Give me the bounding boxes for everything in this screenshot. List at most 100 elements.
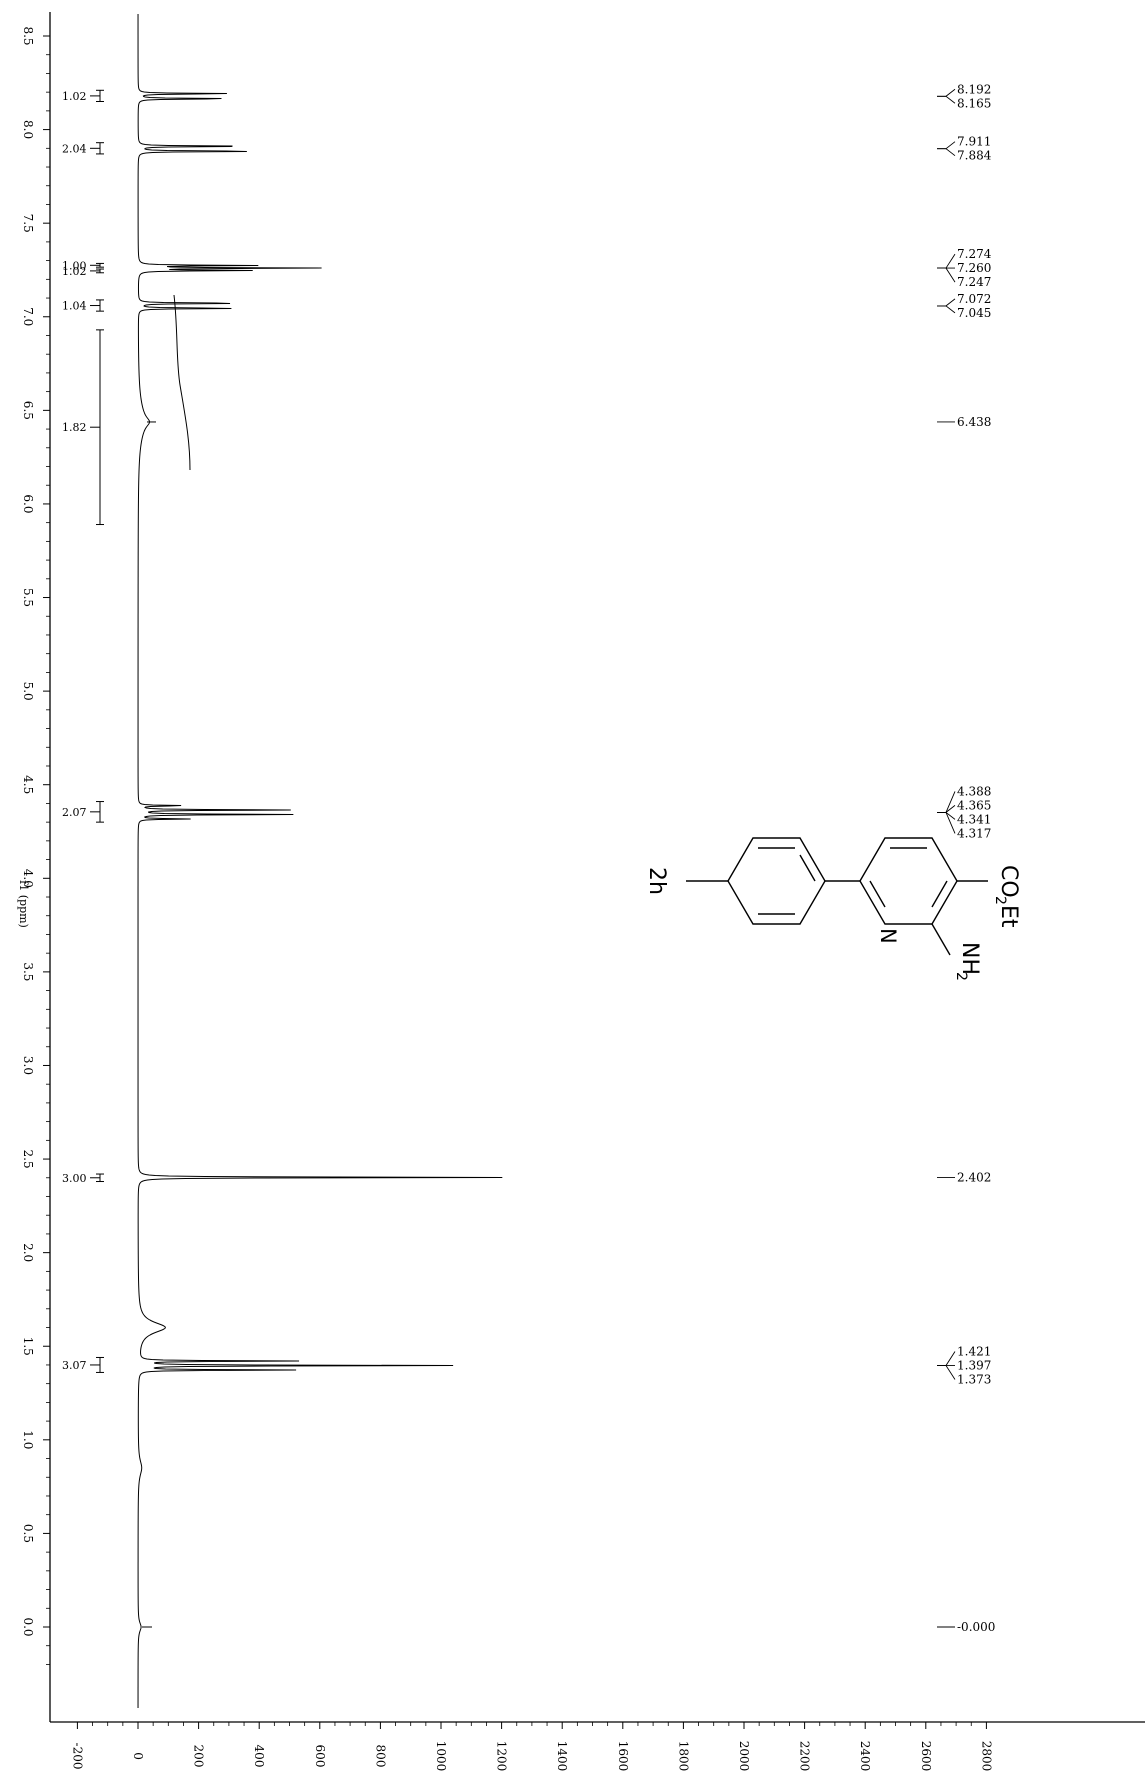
intensity-tick-label: 1400	[555, 1741, 569, 1772]
peak-label: 1.373	[957, 1373, 991, 1387]
integral-marker: 3.00	[62, 1172, 104, 1185]
ppm-tick-label: 3.5	[21, 962, 35, 981]
ppm-tick-label: 8.0	[21, 120, 35, 139]
peak-label: 4.317	[957, 826, 991, 840]
peak-label-leader	[937, 95, 956, 104]
ppm-tick-label: 5.0	[21, 682, 35, 701]
integral-marker: 1.04	[62, 299, 104, 313]
peak-label-leader	[937, 305, 956, 314]
axes-group	[49, 12, 1145, 1723]
amine-nh-text: NH	[957, 942, 982, 975]
peak-label-group: -0.000	[937, 1620, 995, 1634]
integral-curve-group	[142, 294, 191, 1628]
peak-label: 6.438	[957, 415, 991, 429]
peak-label: 4.365	[957, 798, 991, 812]
benzene-ring	[727, 837, 826, 925]
spectrum-trace	[137, 14, 503, 1708]
integral-value: 2.07	[62, 806, 87, 819]
ester-subscript: 2	[992, 896, 1008, 905]
pyridine-double-bond	[869, 880, 886, 908]
integral-value: 3.00	[62, 1172, 87, 1185]
ppm-tick-label: 2.5	[21, 1150, 35, 1169]
ppm-tick-label: 7.0	[21, 307, 35, 326]
peak-label: 2.402	[957, 1170, 991, 1184]
integral-value: 3.07	[62, 1359, 87, 1372]
peak-label: 7.072	[957, 292, 991, 306]
ppm-tick-label: 3.0	[21, 1056, 35, 1075]
intensity-tick-label: 2000	[737, 1741, 751, 1772]
peak-label-group: 2.402	[937, 1170, 991, 1184]
intensity-tick-label: 1600	[616, 1741, 630, 1772]
intensity-tick-label: 200	[192, 1745, 206, 1768]
peak-label: 7.911	[957, 135, 991, 149]
integral-value: 1.04	[62, 300, 87, 313]
integral-marker: 1.02	[62, 89, 104, 103]
peak-label-leader	[937, 267, 956, 283]
ester-co-text: CO	[996, 865, 1021, 898]
peak-label-leader	[937, 1365, 956, 1380]
ppm-tick-label: 4.0	[21, 869, 35, 888]
intensity-tick-label: 2600	[919, 1741, 933, 1772]
peak-label: 7.884	[957, 149, 992, 163]
compound-labels: 2h N CO 2 Et NH 2	[644, 865, 1021, 981]
peak-label-leader	[937, 298, 956, 307]
ppm-tick-label: 6.0	[21, 494, 35, 513]
intensity-tick-label: 2400	[858, 1741, 872, 1772]
integral-marker: 3.07	[62, 1356, 104, 1373]
intensity-tick-label: -200	[70, 1743, 84, 1770]
ppm-axis-title: f1 (ppm)	[17, 880, 30, 928]
ppm-ticks-group: 8.5 8.0 7.5 7.0 6.5 6.0 5.5 5.0 4.5 4.0 3.5 3.0 2.5 2…	[21, 26, 50, 1665]
ppm-tick-label: 8.5	[21, 26, 35, 45]
pyridine-double-bond	[931, 880, 948, 908]
intensity-tick-label: 600	[313, 1745, 327, 1768]
intensity-tick-label: 1800	[676, 1741, 690, 1772]
integral-marker: 2.04	[62, 142, 104, 155]
intensity-tick-label: 2800	[979, 1741, 993, 1772]
intensity-tick-label: 2200	[798, 1741, 812, 1772]
intensity-tick-label: 400	[252, 1745, 266, 1768]
integral-marker: 1.00	[62, 259, 104, 272]
amine-bond	[931, 923, 951, 956]
integral-marker: 2.07	[62, 801, 104, 823]
pyridine-ring	[859, 837, 958, 925]
ppm-tick-label: 2.0	[21, 1243, 35, 1262]
pyridine-nitrogen-label: N	[876, 928, 900, 944]
integral-value: 1.02	[62, 265, 87, 278]
peak-label: 7.247	[957, 275, 991, 289]
ppm-tick-label: 5.5	[21, 588, 35, 607]
peak-label: 7.274	[957, 247, 992, 261]
peak-label: 1.421	[957, 1345, 991, 1359]
peak-label: 8.192	[957, 82, 991, 96]
ppm-tick-label: 0.0	[21, 1617, 35, 1636]
intensity-tick-label: 800	[373, 1745, 387, 1768]
ppm-tick-label: 0.5	[21, 1524, 35, 1543]
peak-label: 8.165	[957, 96, 991, 110]
benzene-double-bond	[799, 854, 816, 882]
integral-curve	[173, 294, 191, 471]
ester-et-text: Et	[996, 905, 1021, 928]
integral-value: 1.82	[62, 421, 87, 434]
ppm-tick-label: 7.5	[21, 214, 35, 233]
peak-label: -0.000	[957, 1620, 995, 1634]
integral-marker: 1.02	[62, 265, 104, 278]
compound-structure	[686, 837, 988, 956]
intensity-tick-label: 1000	[434, 1741, 448, 1772]
peak-label: 7.045	[957, 306, 991, 320]
peak-label: 7.260	[957, 261, 991, 275]
peak-label-leader	[937, 253, 956, 269]
peak-label-leader	[937, 88, 956, 97]
compound-label: 2h	[644, 867, 669, 895]
peak-label-leader	[937, 1351, 956, 1366]
peak-label-leader	[937, 148, 956, 157]
integral-value: 1.02	[62, 90, 87, 103]
ester-group-label: CO 2 Et	[992, 865, 1021, 928]
integral-marker: 1.82	[62, 329, 104, 526]
peak-label-leader	[937, 791, 956, 813]
